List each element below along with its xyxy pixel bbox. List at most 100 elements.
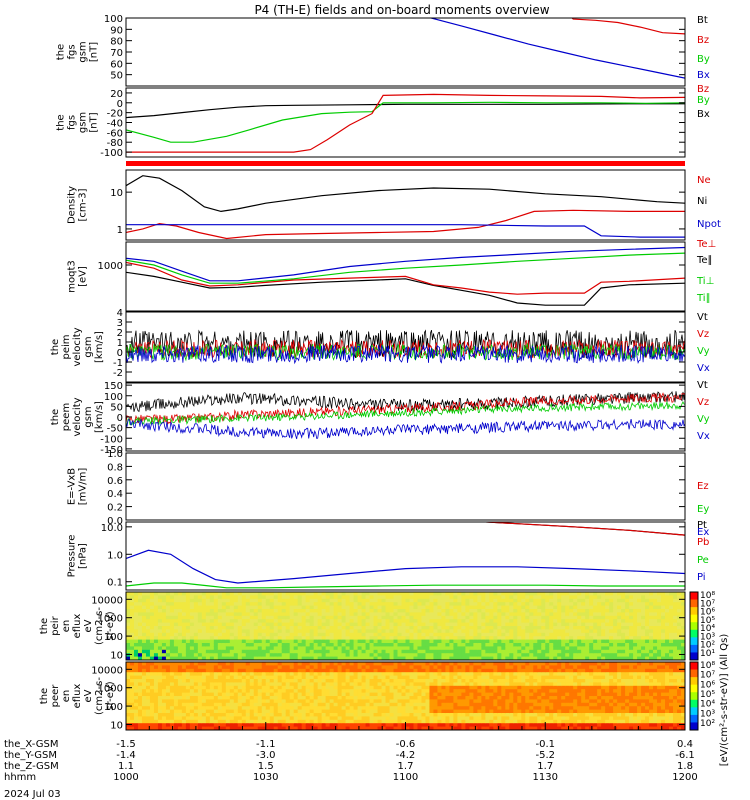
spectrogram-cell: [289, 646, 295, 651]
spectrogram-cell: [173, 609, 179, 613]
spectrogram-cell: [217, 668, 223, 673]
spectrogram-cell: [613, 592, 618, 596]
series-blue: [126, 418, 685, 440]
y-tick-label: 100: [104, 14, 123, 25]
spectrogram-cell: [361, 622, 367, 627]
spectrogram-cell: [297, 689, 303, 694]
spectrogram-cell: [225, 626, 231, 630]
spectrogram-cell: [481, 649, 486, 654]
spectrogram-cell: [505, 692, 510, 697]
spectrogram-cell: [549, 636, 554, 641]
spectrogram-cell: [185, 685, 191, 690]
spectrogram-cell: [205, 713, 211, 717]
spectrogram-cell: [553, 609, 558, 613]
spectrogram-cell: [477, 662, 482, 666]
spectrogram-cell: [165, 595, 171, 600]
spectrogram-cell: [497, 646, 502, 651]
spectrogram-cell: [213, 682, 219, 687]
spectrogram-cell: [481, 609, 486, 613]
spectrogram-cell: [545, 609, 550, 613]
spectrogram-cell: [209, 612, 215, 617]
spectrogram-cell: [253, 662, 259, 666]
spectrogram-cell: [645, 632, 650, 637]
spectrogram-cell: [477, 723, 482, 728]
spectrogram-cell: [353, 643, 359, 647]
spectrogram-cell: [341, 665, 347, 670]
spectrogram-cell: [489, 619, 494, 624]
spectrogram-cell: [413, 649, 419, 654]
spectrogram-cell: [317, 702, 323, 707]
spectrogram-cell: [233, 629, 239, 634]
spectrogram-cell: [461, 696, 466, 700]
spectrogram-cell: [261, 665, 267, 670]
spectrogram-cell: [153, 595, 159, 600]
spectrogram-cell: [165, 679, 171, 683]
spectrogram-cell: [405, 668, 411, 673]
spectrogram-cell: [485, 598, 490, 603]
spectrogram-cell: [349, 632, 355, 637]
spectrogram-cell: [213, 643, 219, 647]
spectrogram-cell: [393, 615, 399, 620]
spectrogram-cell: [325, 626, 331, 630]
spectrogram-cell: [129, 639, 135, 644]
spectrogram-cell: [449, 639, 455, 644]
spectrogram-cell: [361, 592, 367, 596]
spectrogram-cell: [525, 632, 530, 637]
spectrogram-cell: [213, 672, 219, 677]
spectrogram-cell: [329, 689, 335, 694]
spectrogram-cell: [425, 653, 431, 658]
spectrogram-cell: [153, 619, 159, 624]
spectrogram-cell: [477, 639, 482, 644]
spectrogram-cell: [137, 602, 143, 607]
spectrogram-cell: [329, 665, 335, 670]
spectrogram-cell: [257, 662, 263, 666]
spectrogram-cell: [513, 656, 518, 660]
spectrogram-cell: [541, 656, 546, 660]
spectrogram-cell: [645, 598, 650, 603]
spectrogram-cell: [237, 639, 243, 644]
spectrogram-cell: [189, 595, 195, 600]
spectrogram-cell: [665, 612, 670, 617]
spectrogram-cell: [477, 622, 482, 627]
spectrogram-cell: [553, 619, 558, 624]
spectrogram-cell: [317, 692, 323, 697]
spectrogram-cell: [373, 626, 379, 630]
spectrogram-cell: [493, 609, 498, 613]
spectrogram-cell: [237, 723, 243, 728]
spectrogram-cell: [489, 662, 494, 666]
spectrogram-cell: [201, 706, 207, 711]
spectrogram-cell: [465, 592, 470, 596]
spectrogram-cell: [425, 699, 431, 704]
spectrogram-cell: [253, 675, 259, 680]
y-axis-label: [nPa]: [78, 543, 89, 569]
spectrogram-cell: [281, 602, 287, 607]
spectrogram-cell: [413, 672, 419, 677]
spectrogram-cell: [229, 646, 235, 651]
spectrogram-cell: [197, 595, 203, 600]
spectrogram-cell: [201, 689, 207, 694]
spectrogram-cell: [401, 643, 407, 647]
spectrogram-cell: [497, 692, 502, 697]
spectrogram-cell: [313, 719, 319, 724]
spectrogram-cell: [561, 649, 566, 654]
spectrogram-cell: [417, 643, 423, 647]
spectrogram-cell: [269, 716, 275, 721]
spectrogram-cell: [501, 598, 506, 603]
spectrogram-cell: [489, 646, 494, 651]
y-tick-label: -100: [100, 148, 123, 159]
spectrogram-cell: [569, 649, 574, 654]
spectrogram-cell: [273, 622, 279, 627]
spectrogram-cell: [245, 706, 251, 711]
spectrogram-cell: [561, 622, 566, 627]
spectrogram-cell: [313, 629, 319, 634]
spectrogram-cell: [345, 605, 351, 610]
spectrogram-cell: [437, 632, 443, 637]
spectrogram-cell: [457, 646, 462, 651]
spectrogram-cell: [501, 605, 506, 610]
spectrogram-cell: [509, 692, 514, 697]
spectrogram-cell: [545, 653, 550, 658]
spectrogram-cell: [465, 675, 470, 680]
spectrogram-cell: [133, 619, 139, 624]
spectrogram-cell: [269, 682, 275, 687]
